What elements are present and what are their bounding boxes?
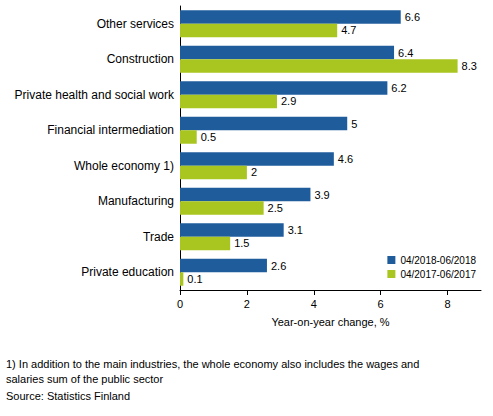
svg-text:2.9: 2.9: [281, 95, 296, 107]
svg-text:8.3: 8.3: [462, 60, 477, 72]
svg-text:Private health and social work: Private health and social work: [15, 88, 175, 102]
svg-text:5: 5: [351, 118, 357, 130]
svg-text:6.6: 6.6: [405, 11, 420, 23]
svg-text:2: 2: [251, 166, 257, 178]
svg-text:4.7: 4.7: [341, 24, 356, 36]
svg-text:4: 4: [311, 298, 317, 310]
svg-text:04/2017-06/2017: 04/2017-06/2017: [400, 269, 476, 280]
svg-text:6.4: 6.4: [398, 47, 413, 59]
svg-text:2.5: 2.5: [268, 202, 283, 214]
svg-text:0: 0: [177, 298, 183, 310]
svg-text:Manufacturing: Manufacturing: [98, 194, 174, 208]
svg-text:Source: Statistics Finland: Source: Statistics Finland: [6, 390, 130, 402]
svg-text:8: 8: [444, 298, 450, 310]
svg-text:Trade: Trade: [143, 230, 174, 244]
svg-text:04/2018-06/2018: 04/2018-06/2018: [400, 255, 476, 266]
svg-text:Other services: Other services: [97, 17, 174, 31]
svg-text:0.1: 0.1: [187, 273, 202, 285]
svg-text:1) In addition to the main ind: 1) In addition to the main industries, t…: [6, 358, 419, 370]
svg-text:0.5: 0.5: [201, 131, 216, 143]
svg-text:Year-on-year change, %: Year-on-year change, %: [271, 316, 389, 328]
svg-text:6.2: 6.2: [391, 82, 406, 94]
svg-text:Construction: Construction: [107, 52, 174, 66]
svg-text:6: 6: [378, 298, 384, 310]
svg-text:2: 2: [244, 298, 250, 310]
svg-text:3.1: 3.1: [288, 224, 303, 236]
svg-text:3.9: 3.9: [314, 189, 329, 201]
svg-text:Financial intermediation: Financial intermediation: [47, 123, 174, 137]
svg-text:1.5: 1.5: [234, 237, 249, 249]
svg-text:4.6: 4.6: [338, 153, 353, 165]
svg-text:salaries sum of the public sec: salaries sum of the public sector: [6, 373, 163, 385]
svg-text:Whole economy 1): Whole economy 1): [74, 159, 174, 173]
svg-text:Private education: Private education: [81, 265, 174, 279]
svg-text:2.6: 2.6: [271, 260, 286, 272]
